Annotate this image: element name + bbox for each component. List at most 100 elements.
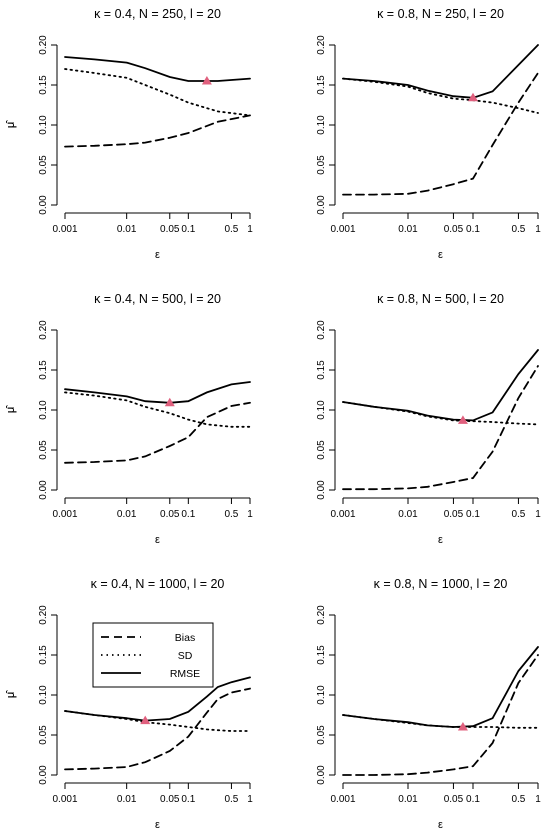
x-tick-label: 0.001 [52, 224, 77, 235]
x-axis-label: ε [438, 249, 443, 261]
y-tick-label: 0.05 [316, 725, 327, 745]
x-tick-label: 0.01 [398, 224, 418, 235]
x-tick-label: 0.5 [224, 224, 238, 235]
series-line-bias [64, 687, 251, 771]
y-tick-label: 0.20 [38, 605, 49, 625]
x-axis-label: ε [155, 249, 160, 261]
x-tick-label: 0.1 [181, 224, 195, 235]
optimum-marker [468, 92, 478, 102]
y-tick-label: 0.05 [38, 155, 49, 175]
panel-1: κ = 0.4, N = 250, l = 20 0.00 0.05 0.10 0.15… [5, 7, 253, 261]
series-line-rmse [342, 44, 539, 99]
panel-title: κ = 0.4, N = 500, l = 20 [94, 292, 221, 306]
y-tick-label: 0.15 [38, 645, 49, 665]
panel-3: κ = 0.4, N = 500, l = 20 0.00 0.05 0.10 0.15… [5, 292, 253, 546]
y-tick-label: 0.05 [38, 440, 49, 460]
panel-4: κ = 0.8, N = 500, l = 20 0.00 0.05 0.10 0.15… [5, 292, 541, 546]
series-line-bias [342, 72, 539, 196]
optimum-marker [140, 715, 151, 725]
x-tick-label: 0.1 [181, 509, 195, 520]
y-axis-label: μ̂ [5, 405, 17, 413]
x-tick-label: 0.001 [330, 794, 355, 805]
x-tick-label: 0.001 [330, 224, 355, 235]
x-tick-label: 0.05 [160, 794, 180, 805]
series-line-bias [342, 365, 539, 491]
panel-title: κ = 0.4, N = 1000, l = 20 [91, 577, 225, 591]
x-tick-label: 0.01 [117, 224, 137, 235]
x-tick-label: 0.01 [117, 509, 137, 520]
y-tick-label: 0.15 [316, 75, 327, 95]
optimum-marker [201, 76, 212, 85]
y-tick-label: 0.10 [316, 685, 327, 705]
y-tick-label: 0.10 [38, 685, 49, 705]
x-tick-label: 0.01 [117, 794, 137, 805]
y-axis-label: μ̂ [5, 690, 17, 698]
x-tick-label: 0.5 [224, 509, 238, 520]
y-axis-label: μ̂ [5, 120, 17, 128]
panel-title: κ = 0.8, N = 250, l = 20 [377, 7, 504, 21]
series-line-bias [64, 401, 251, 464]
series-line-sd [64, 68, 251, 117]
y-tick-label: 0.00 [38, 765, 49, 785]
y-tick-label: 0.15 [38, 75, 49, 95]
x-tick-label: 1 [247, 509, 253, 520]
y-tick-label: 0.00 [316, 480, 327, 500]
legend-label: RMSE [170, 668, 200, 680]
panel-6: κ = 0.8, N = 1000, l = 20 0.00 0.05 0.10 0.1… [5, 577, 541, 831]
y-axis-label: μ̂ [5, 405, 17, 413]
y-tick-label: 0.10 [38, 115, 49, 135]
x-tick-label: 0.1 [466, 224, 480, 235]
x-tick-label: 0.01 [398, 509, 418, 520]
y-tick-label: 0.05 [38, 725, 49, 745]
panel-title: κ = 0.8, N = 500, l = 20 [377, 292, 504, 306]
series-line-rmse [64, 56, 251, 82]
legend-label: Bias [175, 632, 195, 644]
series-line-sd [64, 391, 251, 428]
y-tick-label: 0.20 [316, 320, 327, 340]
x-tick-label: 1 [535, 224, 541, 235]
series-line-rmse [64, 676, 251, 722]
x-tick-label: 0.05 [444, 509, 464, 520]
panel-5: κ = 0.4, N = 1000, l = 20 0.00 0.05 0.10 0.1… [5, 577, 253, 831]
y-tick-label: 0.10 [316, 115, 327, 135]
series-line-rmse [342, 349, 539, 422]
y-tick-label: 0.15 [316, 360, 327, 380]
y-tick-label: 0.20 [316, 35, 327, 55]
y-tick-label: 0.10 [316, 400, 327, 420]
x-tick-label: 0.1 [181, 794, 195, 805]
y-tick-label: 0.20 [38, 35, 49, 55]
x-tick-label: 0.05 [160, 509, 180, 520]
x-tick-label: 0.5 [511, 794, 525, 805]
x-tick-label: 0.001 [52, 794, 77, 805]
y-axis-label: μ̂ [5, 690, 17, 698]
panel-title: κ = 0.8, N = 1000, l = 20 [374, 577, 508, 591]
y-tick-label: 0.00 [38, 480, 49, 500]
x-tick-label: 0.5 [511, 509, 525, 520]
series-line-rmse [342, 646, 539, 728]
x-tick-label: 1 [535, 794, 541, 805]
x-tick-label: 0.05 [444, 224, 464, 235]
x-tick-label: 0.5 [511, 224, 525, 235]
x-tick-label: 0.5 [224, 794, 238, 805]
series-line-bias [64, 114, 251, 148]
x-tick-label: 0.001 [330, 509, 355, 520]
x-tick-label: 0.001 [52, 509, 77, 520]
y-tick-label: 0.00 [316, 195, 327, 215]
y-tick-label: 0.00 [316, 765, 327, 785]
x-tick-label: 1 [535, 509, 541, 520]
y-tick-label: 0.15 [316, 645, 327, 665]
series-line-bias [342, 654, 539, 776]
x-axis-label: ε [438, 534, 443, 546]
y-axis-label: μ̂ [5, 120, 17, 128]
x-axis-label: ε [438, 819, 443, 831]
x-axis-label: ε [155, 819, 160, 831]
legend-label: SD [178, 650, 193, 662]
y-tick-label: 0.20 [316, 605, 327, 625]
series-line-sd [342, 401, 539, 426]
y-tick-label: 0.15 [38, 360, 49, 380]
x-tick-label: 1 [247, 224, 253, 235]
series-line-rmse [64, 381, 251, 404]
x-tick-label: 0.05 [160, 224, 180, 235]
optimum-marker [164, 397, 175, 407]
